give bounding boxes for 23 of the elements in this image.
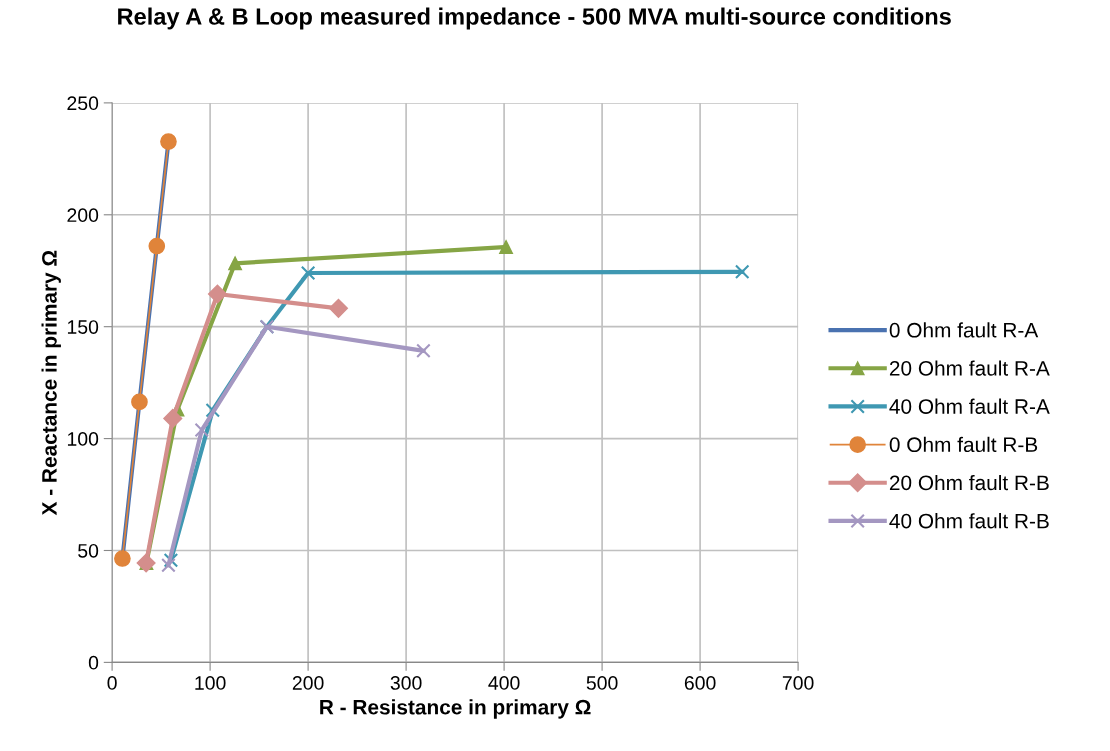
y-tick-label: 250 — [67, 96, 99, 111]
x-axis-title: R - Resistance in primary Ω — [320, 699, 591, 719]
y-tick-label: 0 — [88, 655, 99, 670]
legend-label: 20 Ohm fault R-B — [889, 474, 1049, 491]
chart-title: Relay A & B Loop measured impedance - 500 MVA multi-source conditions — [118, 7, 951, 30]
x-tick-label: 500 — [586, 676, 618, 690]
x-tick-label: 400 — [488, 676, 520, 690]
x-tick-label: 600 — [684, 676, 716, 690]
y-tick-label: 150 — [67, 320, 99, 334]
x-tick-label: 100 — [195, 676, 226, 690]
y-tick-label: 200 — [67, 208, 99, 223]
legend-label: 0 Ohm fault R-B — [889, 436, 1038, 453]
legend-label: 0 Ohm fault R-A — [889, 322, 1039, 338]
x-tick-label: 0 — [107, 676, 117, 690]
legend-label: 20 Ohm fault R-A — [889, 360, 1050, 376]
x-tick-label: 700 — [782, 676, 814, 690]
y-tick-label: 50 — [78, 543, 99, 558]
y-axis-title: X - Reactance in primary Ω — [41, 250, 61, 516]
legend-label: 40 Ohm fault R-A — [889, 398, 1050, 414]
x-tick-label: 300 — [390, 676, 422, 690]
x-tick-label: 200 — [292, 676, 324, 690]
legend-label: 40 Ohm fault R-B — [889, 513, 1049, 529]
y-tick-label: 100 — [67, 432, 99, 446]
